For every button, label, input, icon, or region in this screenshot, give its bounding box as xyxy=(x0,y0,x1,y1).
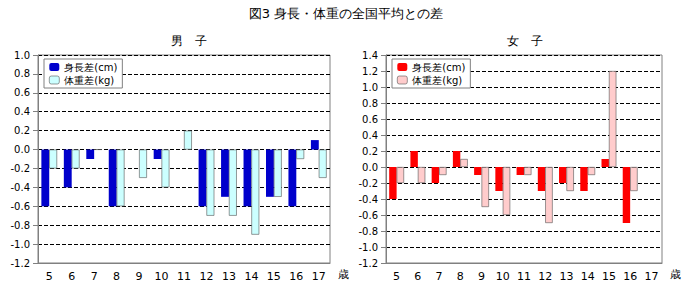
svg-text:-0.4: -0.4 xyxy=(358,194,378,205)
svg-text:9: 9 xyxy=(478,270,485,283)
svg-text:8: 8 xyxy=(113,270,120,283)
svg-text:15: 15 xyxy=(267,270,281,283)
svg-text:-0.2: -0.2 xyxy=(358,178,378,189)
svg-text:7: 7 xyxy=(91,270,98,283)
svg-text:16: 16 xyxy=(289,270,303,283)
svg-text:図3 身長・体重の全国平均との差: 図3 身長・体重の全国平均との差 xyxy=(249,6,443,21)
svg-text:17: 17 xyxy=(312,270,326,283)
svg-text:-0.4: -0.4 xyxy=(10,182,30,193)
svg-text:11: 11 xyxy=(517,270,531,283)
svg-text:-1.0: -1.0 xyxy=(358,242,378,253)
svg-text:-0.2: -0.2 xyxy=(10,163,30,174)
svg-text:0.2: 0.2 xyxy=(14,125,30,136)
svg-text:6: 6 xyxy=(414,270,421,283)
svg-text:17: 17 xyxy=(644,270,658,283)
svg-text:歳: 歳 xyxy=(338,268,349,281)
svg-text:0.2: 0.2 xyxy=(362,146,378,157)
svg-text:-0.8: -0.8 xyxy=(10,220,30,231)
svg-text:0.4: 0.4 xyxy=(14,106,30,117)
svg-text:10: 10 xyxy=(155,270,169,283)
svg-text:5: 5 xyxy=(393,270,400,283)
svg-text:-0.8: -0.8 xyxy=(358,226,378,237)
svg-text:歳: 歳 xyxy=(670,268,681,281)
svg-text:0.8: 0.8 xyxy=(362,98,378,109)
svg-text:0.6: 0.6 xyxy=(14,87,30,98)
svg-text:1.0: 1.0 xyxy=(362,82,378,93)
svg-text:-1.2: -1.2 xyxy=(10,258,30,269)
svg-text:1.4: 1.4 xyxy=(362,50,378,61)
svg-text:0.0: 0.0 xyxy=(14,144,30,155)
svg-text:16: 16 xyxy=(623,270,637,283)
svg-text:13: 13 xyxy=(559,270,573,283)
svg-text:8: 8 xyxy=(457,270,464,283)
svg-text:体重差(kg): 体重差(kg) xyxy=(412,75,462,86)
svg-text:9: 9 xyxy=(136,270,143,283)
svg-text:11: 11 xyxy=(177,270,191,283)
svg-text:1.2: 1.2 xyxy=(362,66,378,77)
svg-text:0.6: 0.6 xyxy=(362,114,378,125)
svg-text:0.8: 0.8 xyxy=(14,68,30,79)
svg-text:12: 12 xyxy=(199,270,213,283)
svg-text:身長差(cm): 身長差(cm) xyxy=(64,62,117,73)
svg-text:7: 7 xyxy=(436,270,443,283)
svg-text:-1.2: -1.2 xyxy=(358,258,378,269)
svg-text:14: 14 xyxy=(244,270,258,283)
svg-text:体重差(kg): 体重差(kg) xyxy=(64,75,114,86)
svg-text:15: 15 xyxy=(602,270,616,283)
svg-text:0.0: 0.0 xyxy=(362,162,378,173)
svg-text:12: 12 xyxy=(538,270,552,283)
svg-text:-0.6: -0.6 xyxy=(358,210,378,221)
svg-text:5: 5 xyxy=(46,270,53,283)
svg-text:6: 6 xyxy=(68,270,75,283)
svg-text:身長差(cm): 身長差(cm) xyxy=(412,62,465,73)
svg-text:13: 13 xyxy=(222,270,236,283)
svg-text:女 子: 女 子 xyxy=(507,34,543,48)
svg-text:-0.6: -0.6 xyxy=(10,201,30,212)
svg-text:0.4: 0.4 xyxy=(362,130,378,141)
svg-text:1.0: 1.0 xyxy=(14,50,30,61)
svg-text:男 子: 男 子 xyxy=(171,34,207,48)
svg-text:-1.0: -1.0 xyxy=(10,239,30,250)
svg-text:10: 10 xyxy=(496,270,510,283)
svg-text:14: 14 xyxy=(581,270,595,283)
